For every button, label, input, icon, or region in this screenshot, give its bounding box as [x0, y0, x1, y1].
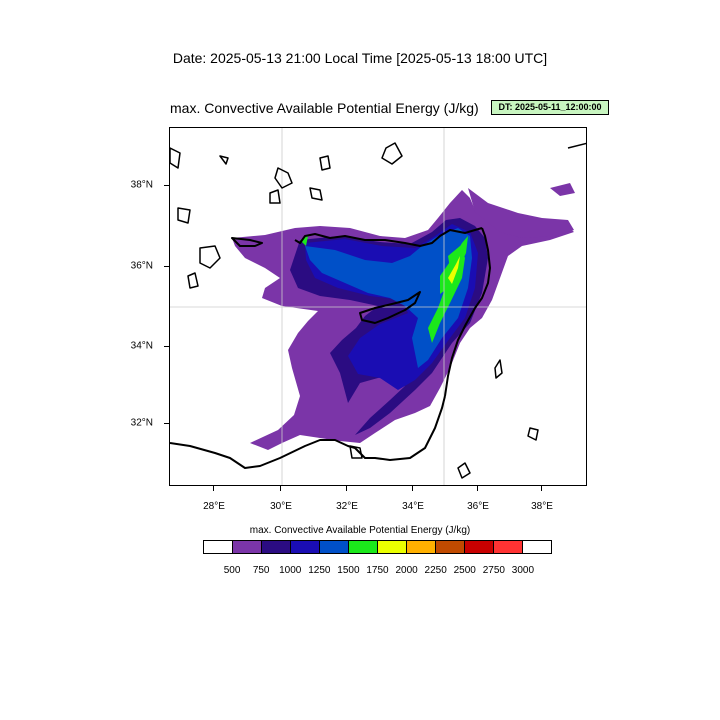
cape-band-1500-ne [300, 236, 308, 246]
colorbar-box-8 [436, 541, 465, 553]
colorbar-box-0 [204, 541, 233, 553]
coastline-east-inland [494, 142, 586, 441]
lat-tick-32 [164, 423, 169, 424]
plot-title: max. Convective Available Potential Ener… [170, 100, 479, 116]
colorbar-box-5 [349, 541, 378, 553]
coastline-levant [444, 227, 491, 397]
colorbar-label-3000: 3000 [511, 565, 535, 576]
lat-tick-34 [164, 346, 169, 347]
colorbar-label-2000: 2000 [395, 565, 418, 576]
colorbar-label-2250: 2250 [424, 565, 447, 576]
coastline-crete [231, 237, 263, 247]
coastlines [170, 142, 586, 479]
colorbar-box-9 [465, 541, 494, 553]
cape-map [170, 128, 586, 485]
colorbar-box-3 [291, 541, 320, 553]
colorbar-label-1000: 1000 [279, 565, 302, 576]
colorbar-box-1 [233, 541, 262, 553]
cape-band-500-lebanon-tail [468, 188, 574, 238]
lat-label-38: 38°N [130, 179, 153, 191]
colorbar-box-11 [523, 541, 551, 553]
lon-label-32: 32°E [336, 501, 358, 512]
colorbar-label-1750: 1750 [366, 565, 389, 576]
lat-label-36: 36°N [130, 260, 153, 272]
cape-band-1750 [448, 256, 460, 284]
cape-band-500-east-patch [550, 183, 575, 196]
lat-tick-38 [164, 185, 169, 186]
coastline-turkey-south [294, 227, 483, 247]
coastline-aegean-islands [170, 142, 471, 479]
colorbar-box-7 [407, 541, 436, 553]
colorbar-box-6 [378, 541, 407, 553]
colorbar-label-1500: 1500 [337, 565, 360, 576]
lat-label-32: 32°N [130, 417, 153, 429]
lon-label-36: 36°E [467, 501, 489, 512]
coastline-cyprus [359, 291, 421, 324]
lat-label-34: 34°N [130, 340, 153, 352]
date-title: Date: 2025-05-13 21:00 Local Time [2025-… [172, 50, 548, 66]
colorbar-label-2500: 2500 [453, 565, 476, 576]
colorbar-box-2 [262, 541, 291, 553]
cape-fill-layer [232, 183, 575, 450]
colorbar [203, 540, 552, 554]
lon-tick-36 [477, 486, 478, 491]
colorbar-box-4 [320, 541, 349, 553]
coastline-north-africa [170, 395, 446, 469]
lon-label-34: 34°E [402, 501, 424, 512]
lon-label-28: 28°E [203, 501, 225, 512]
lon-tick-38 [541, 486, 542, 491]
dt-badge: DT: 2025-05-11_12:00:00 [491, 100, 609, 115]
lat-tick-36 [164, 266, 169, 267]
map-frame [169, 127, 587, 486]
colorbar-label-2750: 2750 [482, 565, 505, 576]
lon-tick-28 [213, 486, 214, 491]
lon-label-30: 30°E [270, 501, 292, 512]
cape-band-1500-north [440, 236, 468, 294]
colorbar-label-750: 750 [252, 565, 270, 576]
colorbar-label-500: 500 [223, 565, 241, 576]
colorbar-box-10 [494, 541, 523, 553]
lon-label-38: 38°E [531, 501, 553, 512]
lon-tick-34 [412, 486, 413, 491]
colorbar-title: max. Convective Available Potential Ener… [249, 525, 471, 536]
lon-tick-30 [280, 486, 281, 491]
colorbar-label-1250: 1250 [308, 565, 331, 576]
lon-tick-32 [346, 486, 347, 491]
